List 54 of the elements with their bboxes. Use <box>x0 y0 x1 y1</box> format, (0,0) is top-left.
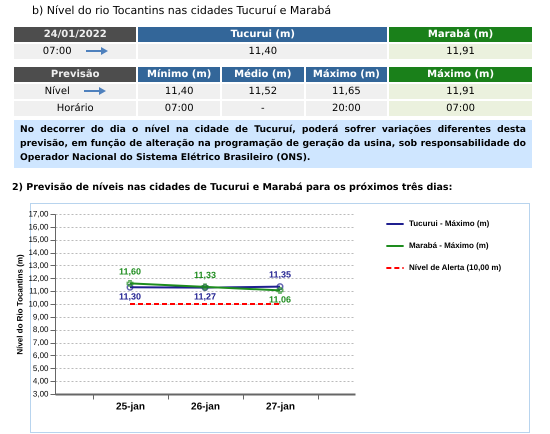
x-tick-label: 26-jan <box>191 402 220 412</box>
text: 11,91 <box>389 44 532 59</box>
y-tick-label: 12,00 <box>28 274 50 283</box>
text: 11,91 <box>389 84 532 99</box>
data-label: 11,06 <box>268 294 292 304</box>
text: 20:00 <box>306 101 388 116</box>
y-axis-title: Nível do Rio Tocantins (m) <box>15 254 24 355</box>
data-label: 11,60 <box>118 266 142 276</box>
y-tick-label: 13,00 <box>28 260 50 270</box>
text: Horário <box>14 101 136 116</box>
legend-label: Nível de Alerta (10,00 m) <box>409 263 502 272</box>
y-tick-label: 8,00 <box>32 325 50 334</box>
chart-title: 2) Previsão de níveis nas cidades de Tucurui e Marabá para os próximos três dias: <box>12 182 452 193</box>
y-tick-label: 11,00 <box>29 286 50 296</box>
text: 11,40 <box>138 44 388 59</box>
y-tick-label: 16,00 <box>28 222 50 232</box>
text: Tucurui (m) <box>138 27 388 42</box>
y-tick-label: 14,00 <box>28 248 50 258</box>
point <box>126 280 134 287</box>
y-tick-label: 9,00 <box>32 312 50 322</box>
text: 11,52 <box>222 84 304 99</box>
text: - <box>222 101 304 116</box>
text: Mínimo (m) <box>138 67 220 82</box>
text: 07:00 <box>138 101 220 116</box>
y-tick-label: 17,00 <box>28 210 50 218</box>
text: Nível <box>44 86 70 97</box>
text: 07:00 <box>389 101 532 116</box>
y-tick-label: 7,00 <box>32 338 50 348</box>
data-label: 11,35 <box>268 270 292 280</box>
text: 11,65 <box>306 84 388 99</box>
y-tick-label: 6,00 <box>32 350 50 360</box>
text: Máximo (m) <box>389 67 532 82</box>
data-label: 11,30 <box>118 291 142 302</box>
x-tick-label: 27-jan <box>266 402 295 412</box>
y-tick-label: 15,00 <box>28 235 50 244</box>
x-tick-label: 25-jan <box>116 402 145 412</box>
text: 11,40 <box>138 84 220 99</box>
y-tick-label: 5,00 <box>32 364 50 373</box>
data-label: 11,33 <box>194 270 216 280</box>
y-tick-label: 3,00 <box>32 390 50 398</box>
text: No decorrer do dia o nível na cidade de Tucuruí, poderá sofrer variações diferentes desta previsão, em função de alteração na programação de geração da usina, sob responsabilidade do Operador Nacional do Sistema Elétrico Brasileiro (ONS). <box>14 120 532 168</box>
text: Marabá (m) <box>389 27 532 42</box>
point <box>276 286 284 294</box>
y-tick-label: 10,00 <box>28 300 50 308</box>
text: 24/01/2022 <box>14 27 136 42</box>
text: Máximo (m) <box>306 67 388 82</box>
legend-label: Tucurui - Máximo (m) <box>409 219 490 228</box>
text: Médio (m) <box>222 67 304 82</box>
text: b) Nível do rio Tocantins nas cidades Tucuruí e Marabá <box>32 4 332 17</box>
data-label: 11,27 <box>194 292 216 302</box>
text: 07:00 <box>42 46 72 57</box>
y-tick-label: 4,00 <box>32 376 50 386</box>
text: Previsão <box>14 67 136 82</box>
legend-label: Marabá - Máximo (m) <box>409 241 489 250</box>
